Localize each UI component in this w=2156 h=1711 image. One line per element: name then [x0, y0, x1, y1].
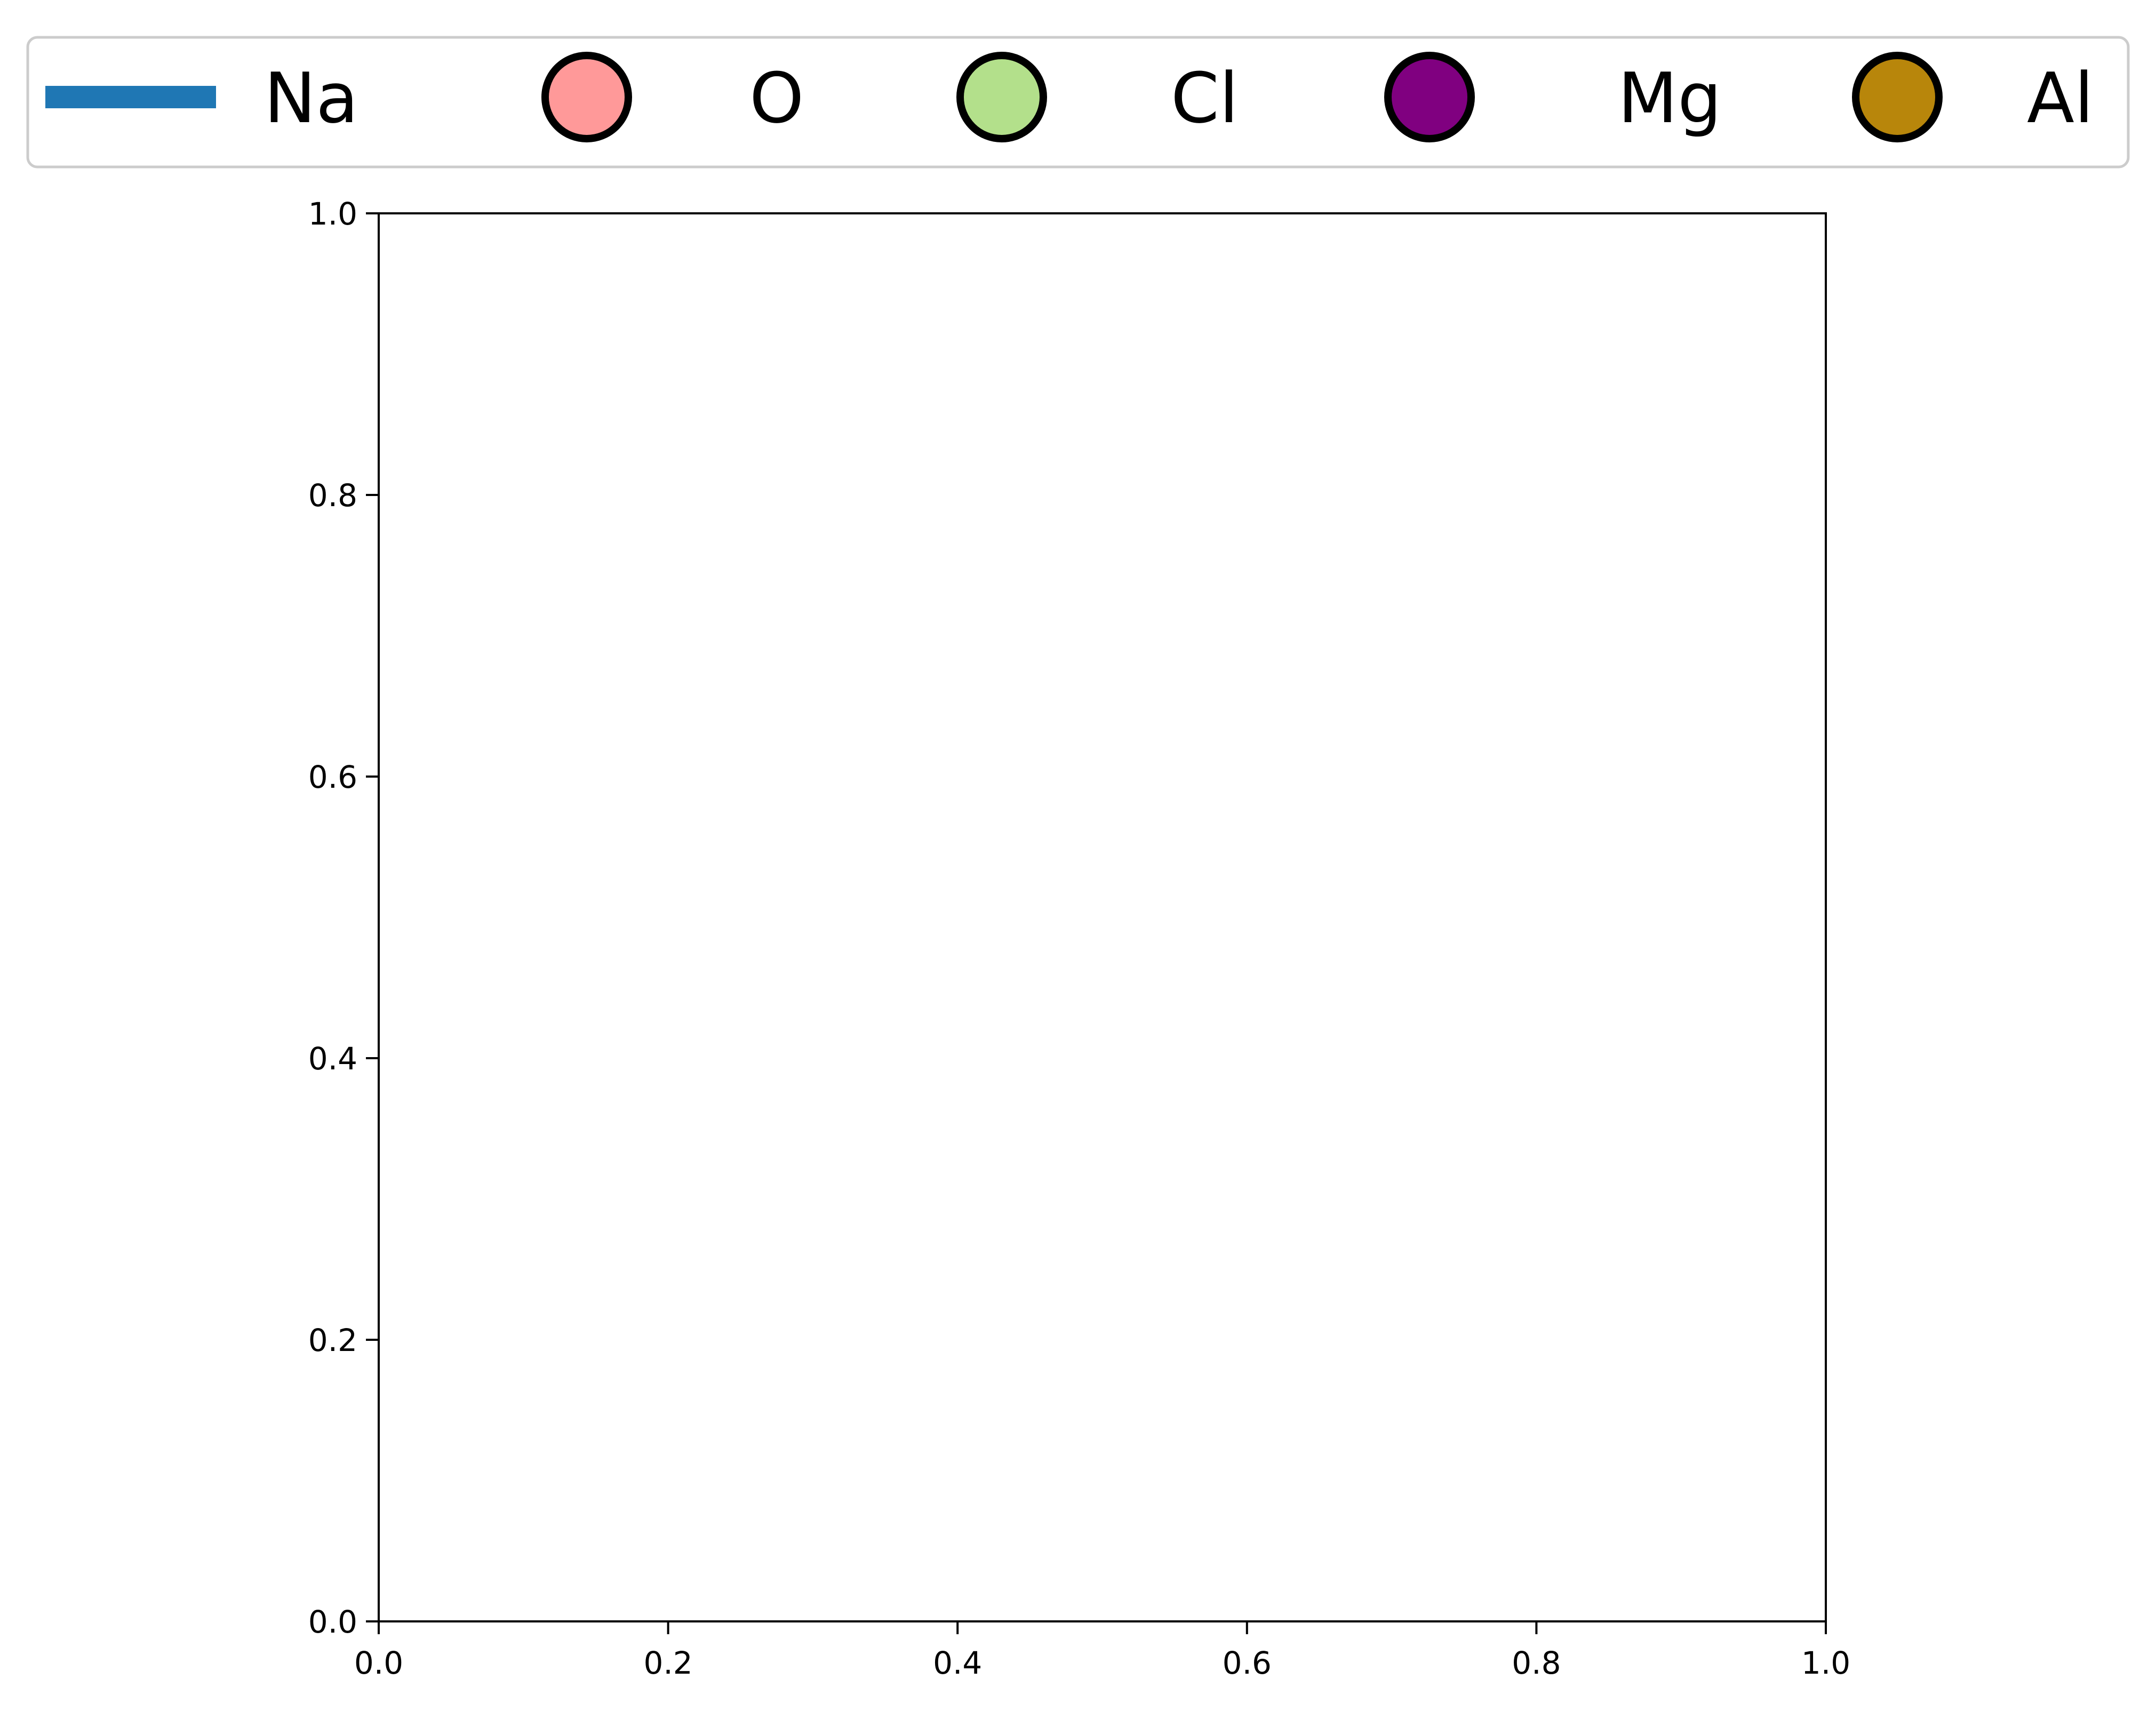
x-tick-label: 0.2 [643, 1645, 692, 1681]
y-tick-label: 0.8 [308, 477, 357, 514]
legend-item-na: Na [45, 58, 358, 139]
x-tick-label: 1.0 [1801, 1645, 1850, 1681]
legend-label-al: Al [2027, 58, 2094, 139]
plot-area [379, 213, 1826, 1621]
legend: Na O Cl Mg Al [26, 36, 2130, 169]
legend-label-cl: Cl [1171, 58, 1239, 139]
x-tick-label: 0.4 [933, 1645, 982, 1681]
y-tick-label: 0.2 [308, 1322, 357, 1358]
x-tick-label: 0.8 [1512, 1645, 1561, 1681]
legend-label-mg: Mg [1618, 58, 1722, 139]
legend-swatch-mg [1384, 52, 1475, 142]
y-tick-label: 1.0 [308, 196, 357, 232]
legend-swatch-o [541, 52, 632, 142]
legend-item-mg: Mg [1384, 52, 1722, 142]
y-tick-label: 0.0 [308, 1604, 357, 1640]
y-tick-label: 0.6 [308, 759, 357, 795]
x-tick-label: 0.6 [1223, 1645, 1272, 1681]
plot-frame [378, 212, 1827, 1622]
legend-item-al: Al [1852, 52, 2094, 142]
y-axis: 0.0 0.2 0.4 0.6 0.8 1.0 [308, 196, 379, 1640]
x-tick-label: 0.0 [354, 1645, 403, 1681]
legend-swatch-al [1852, 52, 1943, 142]
y-tick-label: 0.4 [308, 1041, 357, 1077]
x-axis: 0.0 0.2 0.4 0.6 0.8 1.0 [354, 1621, 1850, 1681]
legend-item-o: O [541, 52, 804, 142]
legend-item-cl: Cl [956, 52, 1239, 142]
legend-label-o: O [749, 58, 804, 139]
legend-swatch-cl [956, 52, 1047, 142]
legend-label-na: Na [264, 58, 358, 139]
